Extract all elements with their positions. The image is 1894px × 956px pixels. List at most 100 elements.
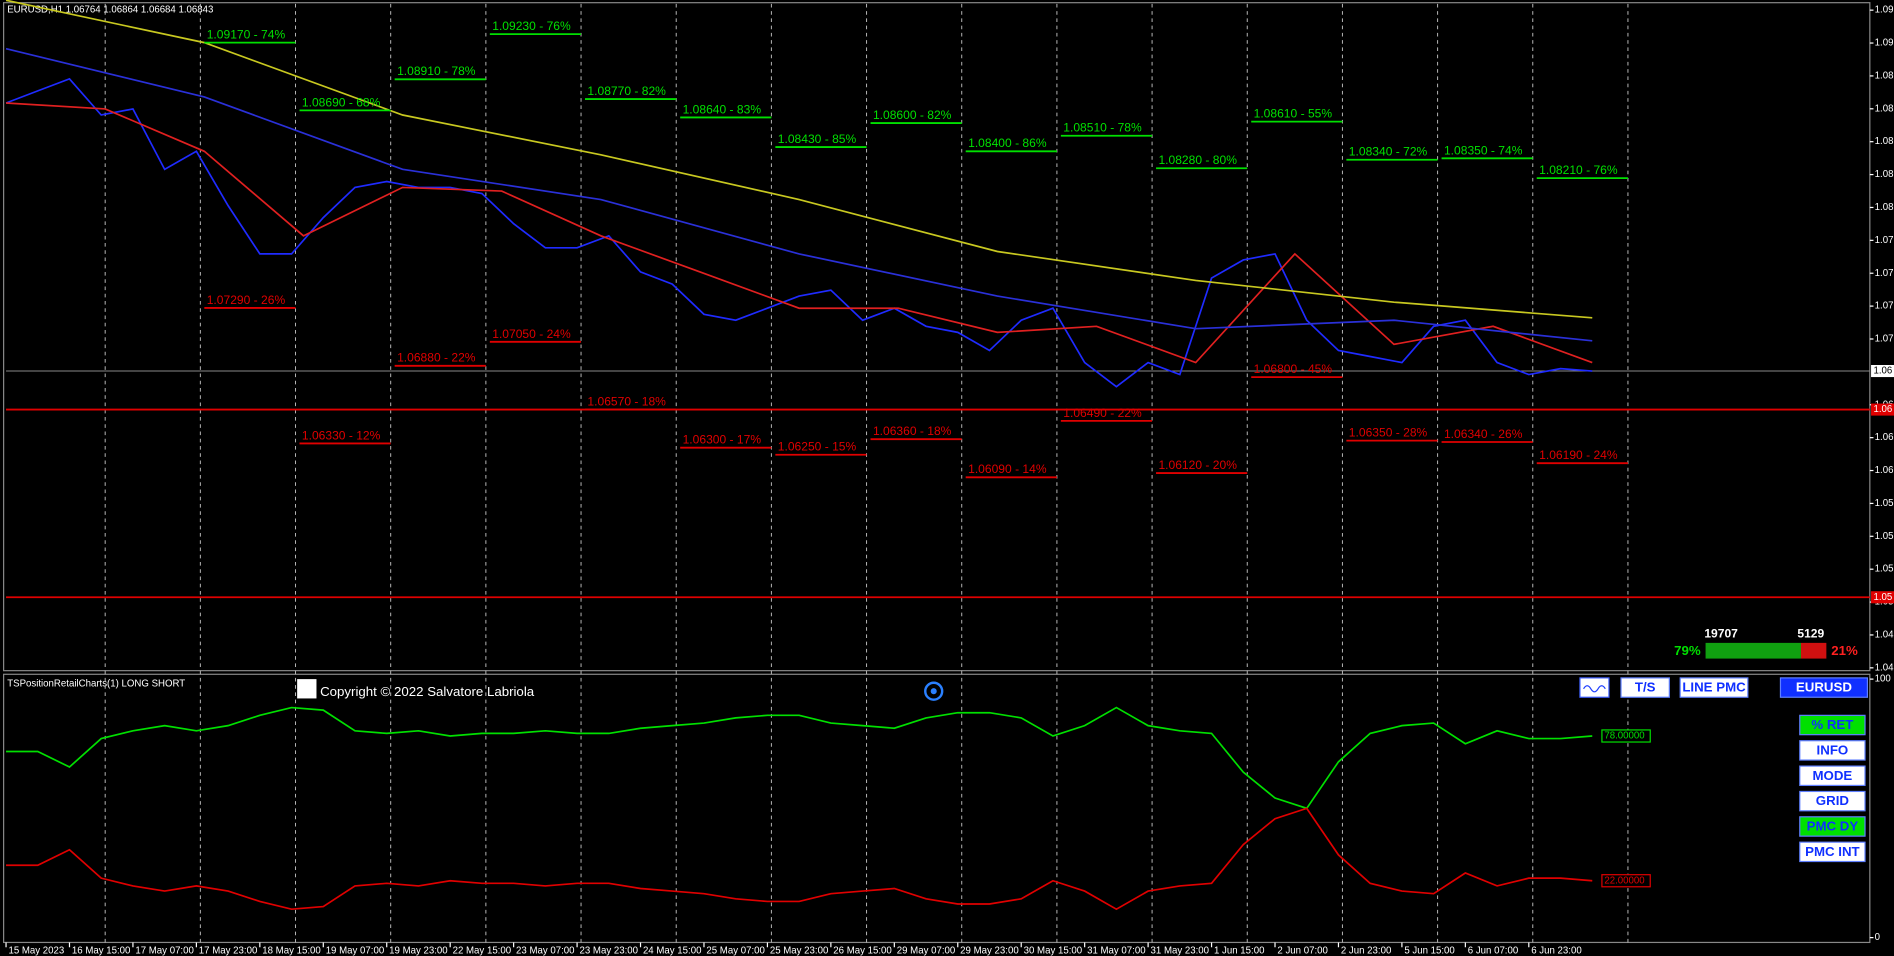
- level-label: 1.06: [1873, 404, 1892, 415]
- button[interactable]: [1799, 816, 1866, 837]
- y-tick-label: 1.08: [1875, 202, 1894, 213]
- level-text: 1.08400 - 86%: [968, 136, 1047, 150]
- series-line: [6, 706, 1593, 810]
- series-line: [5, 77, 1593, 388]
- button[interactable]: [1779, 677, 1869, 698]
- gauge-short-count: 5129: [1797, 627, 1824, 641]
- level-text: 1.08510 - 78%: [1063, 121, 1142, 135]
- target-icon[interactable]: [924, 681, 944, 701]
- x-tick-label: 1 Jun 15:00: [1214, 945, 1264, 956]
- gauge-long-count: 19707: [1704, 627, 1738, 641]
- y-tick-label: 1.05: [1875, 531, 1894, 542]
- level-text: 1.06350 - 28%: [1349, 426, 1428, 440]
- button-label[interactable]: EURUSD: [1796, 680, 1852, 695]
- button[interactable]: [1799, 841, 1866, 863]
- current-price-label: 1.06: [1873, 366, 1892, 377]
- level-text: 1.08350 - 74%: [1444, 143, 1523, 157]
- series-line: [6, 807, 1593, 911]
- level-text: 1.06570 - 18%: [587, 395, 666, 409]
- button-label[interactable]: T/S: [1635, 680, 1656, 695]
- level-text: 1.06340 - 26%: [1444, 427, 1523, 441]
- series-line: [5, 0, 1593, 319]
- y-tick-label: 1.08: [1875, 70, 1894, 81]
- y-tick-label: 0: [1875, 932, 1880, 943]
- y-tick-label: 1.08: [1875, 169, 1894, 180]
- level-text: 1.06880 - 22%: [397, 351, 476, 365]
- x-tick-label: 30 May 15:00: [1024, 945, 1083, 956]
- button-label[interactable]: MODE: [1812, 768, 1852, 783]
- y-tick-label: 1.05: [1875, 498, 1894, 509]
- price-frame: [3, 2, 1871, 672]
- x-tick-label: 19 May 23:00: [389, 945, 448, 956]
- gauge-long: [1705, 642, 1801, 659]
- level-text: 1.08210 - 76%: [1539, 163, 1618, 177]
- y-tick-label: 1.09: [1875, 38, 1894, 49]
- x-tick-label: 29 May 07:00: [897, 945, 956, 956]
- indicator-frame: [3, 673, 1871, 944]
- wave-icon: [1583, 685, 1606, 693]
- button-label[interactable]: LINE PMC: [1682, 680, 1746, 695]
- x-tick-label: 19 May 07:00: [326, 945, 385, 956]
- series-line: [5, 102, 1593, 364]
- target-icon-dot: [930, 688, 937, 695]
- gauge-short-percent: 21%: [1831, 643, 1858, 658]
- x-tick-label: 31 May 07:00: [1087, 945, 1146, 956]
- x-tick-label: 5 Jun 15:00: [1404, 945, 1454, 956]
- x-tick-label: 15 May 2023: [8, 945, 64, 956]
- x-tick-label: 26 May 15:00: [833, 945, 892, 956]
- button[interactable]: [1620, 677, 1670, 698]
- logo-icon: [297, 679, 317, 699]
- level-text: 1.08430 - 85%: [778, 132, 857, 146]
- button[interactable]: [1799, 740, 1866, 761]
- x-tick-label: 23 May 23:00: [579, 945, 638, 956]
- x-tick-label: 16 May 15:00: [72, 945, 131, 956]
- level-text: 1.08690 - 68%: [302, 95, 381, 109]
- y-tick-label: 1.05: [1875, 564, 1894, 575]
- indicator-title: TSPositionRetailCharts(1) LONG SHORT: [7, 678, 185, 689]
- button-label[interactable]: PMC DY: [1807, 819, 1859, 834]
- level-text: 1.08770 - 82%: [587, 84, 666, 98]
- button-label[interactable]: PMC INT: [1805, 844, 1860, 859]
- value-label: 22.00000: [1604, 875, 1644, 886]
- level-label: 1.05: [1873, 592, 1892, 603]
- level-text: 1.06090 - 14%: [968, 462, 1047, 476]
- button[interactable]: [1799, 765, 1866, 787]
- y-tick-label: 1.08: [1875, 136, 1894, 147]
- button[interactable]: [1679, 677, 1749, 698]
- level-text: 1.06490 - 22%: [1063, 406, 1142, 420]
- button-label[interactable]: % RET: [1811, 717, 1853, 732]
- y-tick-label: 1.07: [1875, 268, 1894, 279]
- copyright: Copyright © 2022 Salvatore Labriola: [320, 684, 535, 699]
- y-tick-label: 1.08: [1875, 103, 1894, 114]
- level-text: 1.07050 - 24%: [492, 327, 571, 341]
- x-tick-label: 23 May 07:00: [516, 945, 575, 956]
- button[interactable]: [1799, 714, 1866, 736]
- level-text: 1.08340 - 72%: [1349, 145, 1428, 159]
- x-tick-label: 31 May 23:00: [1151, 945, 1210, 956]
- level-text: 1.06190 - 24%: [1539, 448, 1618, 462]
- button-label[interactable]: INFO: [1817, 743, 1849, 758]
- button[interactable]: [1799, 790, 1866, 812]
- series-line: [5, 47, 1593, 342]
- y-tick-label: 1.04: [1875, 662, 1894, 673]
- y-tick-label: 1.06: [1875, 465, 1894, 476]
- value-label-box: [1601, 729, 1651, 743]
- x-tick-label: 6 Jun 07:00: [1468, 945, 1518, 956]
- x-tick-label: 25 May 23:00: [770, 945, 829, 956]
- level-text: 1.08640 - 83%: [683, 102, 762, 116]
- value-label: 78.00000: [1604, 731, 1644, 742]
- level-text: 1.06360 - 18%: [873, 424, 952, 438]
- wave-button[interactable]: [1579, 677, 1610, 698]
- level-text: 1.08600 - 82%: [873, 108, 952, 122]
- x-tick-label: 18 May 15:00: [262, 945, 321, 956]
- level-text: 1.08280 - 80%: [1158, 153, 1237, 167]
- x-tick-label: 6 Jun 23:00: [1531, 945, 1581, 956]
- current-price-box: [1871, 364, 1894, 378]
- button-label[interactable]: GRID: [1816, 793, 1850, 808]
- gauge-short: [1800, 642, 1827, 659]
- level-text: 1.06120 - 20%: [1158, 458, 1237, 472]
- level-text: 1.06300 - 17%: [683, 433, 762, 447]
- level-box: [1871, 403, 1894, 416]
- level-text: 1.09170 - 74%: [207, 28, 286, 42]
